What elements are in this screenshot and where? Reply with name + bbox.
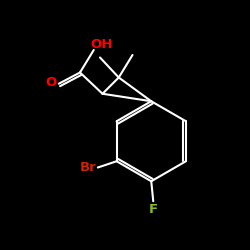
Text: Br: Br [80, 161, 96, 174]
Text: OH: OH [90, 38, 113, 51]
Text: F: F [149, 203, 158, 216]
Text: O: O [45, 76, 56, 89]
